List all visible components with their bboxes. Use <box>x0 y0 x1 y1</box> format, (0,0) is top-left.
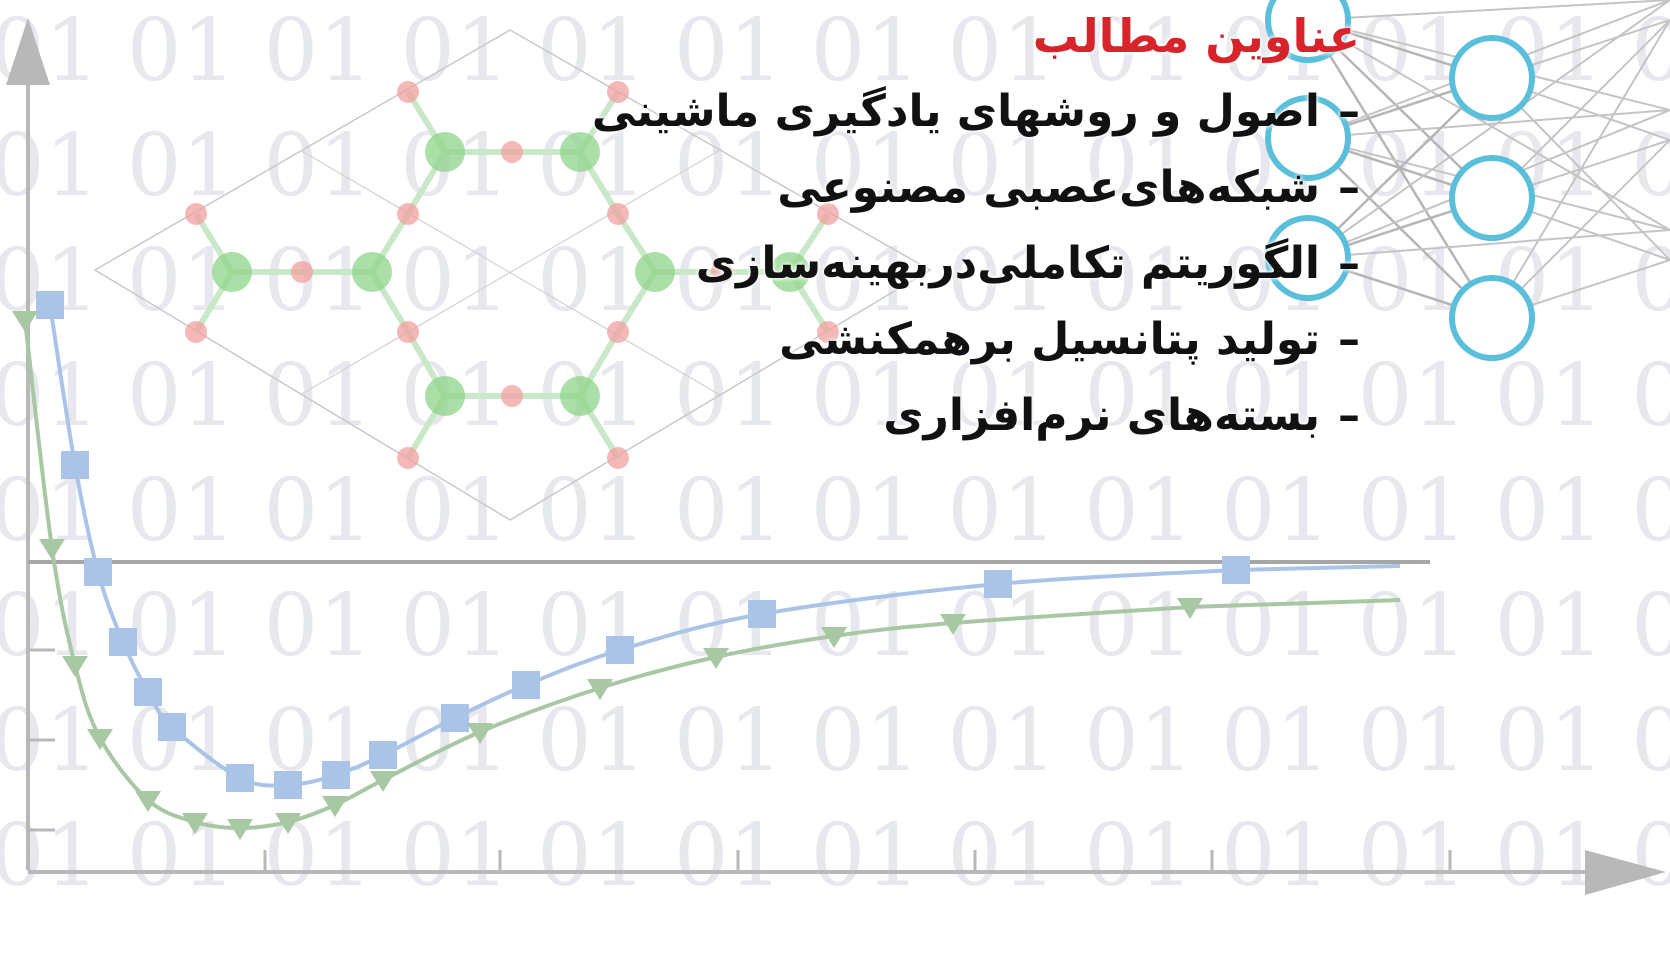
content-panel: عناوین مطالب –اصول و روشهای یادگیری ماشی… <box>592 0 1360 454</box>
binary-row: 01 01 01 01 01 01 01 01 01 01 01 01 01 0… <box>0 576 1670 676</box>
lattice-atom-red <box>397 321 419 343</box>
lattice-atom-green <box>212 252 252 292</box>
topic-item: –اصول و روشهای یادگیری ماشینی <box>592 74 1360 150</box>
bullet-dash: – <box>1338 226 1360 302</box>
lattice-atom-red <box>291 261 313 283</box>
topic-item: –الگوریتم تکاملی‌دربهینه‌سازی <box>592 226 1360 302</box>
plot-square-marker <box>36 291 64 319</box>
lattice-atom-red <box>501 385 523 407</box>
plot-square-marker <box>322 761 350 789</box>
nn-node <box>1452 158 1532 238</box>
topic-label: تولید پتانسیل برهمکنشی <box>779 314 1320 365</box>
plot-square-marker <box>274 771 302 799</box>
topic-label: الگوریتم تکاملی‌دربهینه‌سازی <box>696 238 1320 289</box>
lattice-atom-green <box>352 252 392 292</box>
topic-item: –بسته‌های نرم‌افزاری <box>592 378 1360 454</box>
lattice-atom-red <box>397 81 419 103</box>
plot-square-marker <box>158 713 186 741</box>
nn-node <box>1452 278 1532 358</box>
plot-square-marker <box>1222 556 1250 584</box>
plot-square-marker <box>109 628 137 656</box>
nn-node <box>1452 38 1532 118</box>
topic-item: –شبکه‌های‌عصبی مصنوعی <box>592 150 1360 226</box>
plot-square-marker <box>606 636 634 664</box>
topic-label: بسته‌های نرم‌افزاری <box>883 390 1320 441</box>
page-title: عناوین مطالب <box>592 4 1360 68</box>
plot-square-marker <box>512 671 540 699</box>
lattice-atom-red <box>185 321 207 343</box>
plot-square-marker <box>84 558 112 586</box>
lattice-atom-red <box>185 203 207 225</box>
topic-list: –اصول و روشهای یادگیری ماشینی –شبکه‌های‌… <box>592 74 1360 454</box>
plot-square-marker <box>61 451 89 479</box>
topic-label: شبکه‌های‌عصبی مصنوعی <box>777 162 1320 213</box>
bullet-dash: – <box>1338 74 1360 150</box>
plot-square-marker <box>226 764 254 792</box>
plot-square-marker <box>441 704 469 732</box>
bullet-dash: – <box>1338 150 1360 226</box>
bullet-dash: – <box>1338 302 1360 378</box>
plot-square-marker <box>748 600 776 628</box>
plot-square-marker <box>984 570 1012 598</box>
binary-row: 01 01 01 01 01 01 01 01 01 01 01 01 01 0… <box>0 461 1670 561</box>
plot-square-marker <box>134 678 162 706</box>
plot-square-marker <box>369 741 397 769</box>
topic-item: –تولید پتانسیل برهمکنشی <box>592 302 1360 378</box>
lattice-atom-red <box>397 203 419 225</box>
lattice-atom-red <box>397 447 419 469</box>
lattice-atom-green <box>425 132 465 172</box>
lattice-atom-red <box>501 141 523 163</box>
lattice-atom-green <box>425 376 465 416</box>
bullet-dash: – <box>1338 378 1360 454</box>
topic-label: اصول و روشهای یادگیری ماشینی <box>592 86 1320 137</box>
